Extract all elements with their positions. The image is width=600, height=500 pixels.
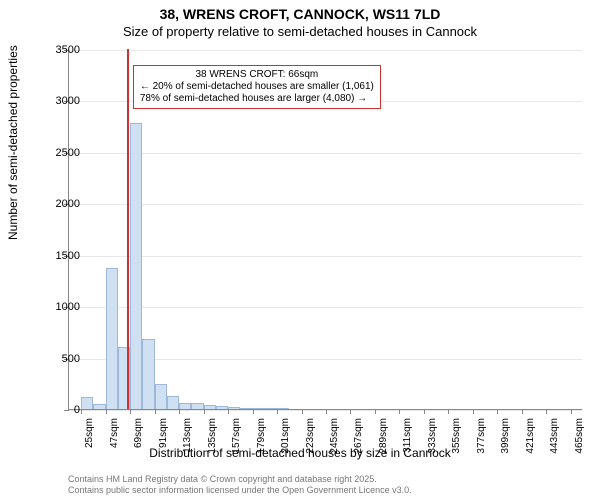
x-tick-mark [204, 409, 205, 414]
x-tick-mark [424, 409, 425, 414]
gridline [69, 204, 582, 205]
x-tick-mark [253, 409, 254, 414]
histogram-bar [130, 123, 142, 409]
y-tick-label: 500 [40, 353, 80, 365]
x-tick-mark [399, 409, 400, 414]
histogram-bar [93, 404, 105, 409]
histogram-bar [240, 408, 252, 409]
x-tick-mark [302, 409, 303, 414]
x-tick-mark [130, 409, 131, 414]
x-tick-mark [326, 409, 327, 414]
annotation-box: 38 WRENS CROFT: 66sqm← 20% of semi-detac… [133, 65, 381, 109]
y-tick-label: 3500 [40, 44, 80, 56]
chart-title: 38, WRENS CROFT, CANNOCK, WS11 7LD [0, 6, 600, 22]
gridline [69, 50, 582, 51]
x-tick-mark [448, 409, 449, 414]
x-tick-mark [522, 409, 523, 414]
annotation-line: 38 WRENS CROFT: 66sqm [140, 69, 374, 81]
y-tick-label: 1500 [40, 250, 80, 262]
x-tick-mark [277, 409, 278, 414]
gridline [69, 256, 582, 257]
chart-container: 38, WRENS CROFT, CANNOCK, WS11 7LD Size … [0, 0, 600, 500]
x-tick-mark [155, 409, 156, 414]
x-tick-mark [497, 409, 498, 414]
x-tick-mark [350, 409, 351, 414]
histogram-bar [265, 408, 277, 409]
gridline [69, 307, 582, 308]
x-tick-mark [106, 409, 107, 414]
histogram-bar [179, 403, 191, 409]
y-tick-label: 0 [40, 404, 80, 416]
y-axis-label: Number of semi-detached properties [6, 45, 20, 240]
y-tick-label: 1000 [40, 301, 80, 313]
gridline [69, 153, 582, 154]
y-tick-label: 3000 [40, 95, 80, 107]
histogram-bar [167, 396, 179, 409]
chart-subtitle: Size of property relative to semi-detach… [0, 24, 600, 39]
x-tick-mark [473, 409, 474, 414]
histogram-bar [142, 339, 154, 409]
histogram-bar [277, 408, 289, 409]
footer-attribution: Contains HM Land Registry data © Crown c… [68, 474, 412, 497]
x-tick-mark [546, 409, 547, 414]
x-tick-mark [228, 409, 229, 414]
histogram-bar [106, 268, 118, 409]
histogram-bar [191, 403, 203, 409]
property-marker-line [127, 49, 129, 409]
plot-area: 38 WRENS CROFT: 66sqm← 20% of semi-detac… [68, 50, 582, 410]
annotation-line: 78% of semi-detached houses are larger (… [140, 93, 374, 105]
y-tick-label: 2500 [40, 147, 80, 159]
y-tick-label: 2000 [40, 198, 80, 210]
x-axis-label: Distribution of semi-detached houses by … [0, 446, 600, 460]
x-tick-mark [179, 409, 180, 414]
histogram-bar [253, 408, 265, 409]
histogram-bar [228, 407, 240, 409]
histogram-bar [81, 397, 93, 409]
footer-line-2: Contains public sector information licen… [68, 485, 412, 496]
x-tick-mark [81, 409, 82, 414]
annotation-line: ← 20% of semi-detached houses are smalle… [140, 81, 374, 93]
footer-line-1: Contains HM Land Registry data © Crown c… [68, 474, 412, 485]
x-tick-mark [375, 409, 376, 414]
histogram-bar [216, 406, 228, 409]
histogram-bar [155, 384, 167, 409]
x-tick-mark [571, 409, 572, 414]
histogram-bar [204, 405, 216, 409]
